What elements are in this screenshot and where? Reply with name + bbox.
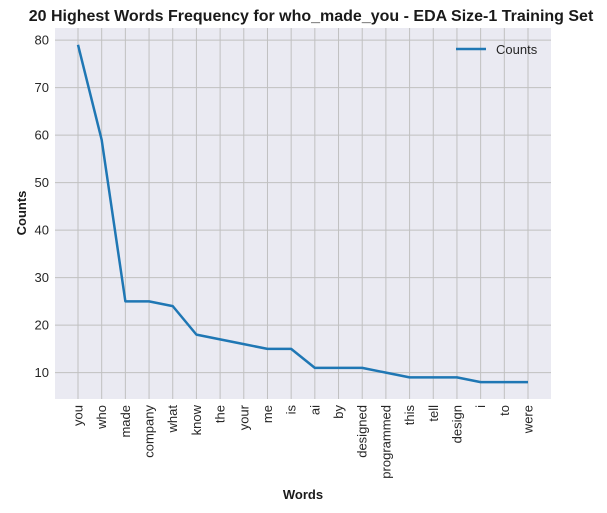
x-tick-label: me	[260, 405, 275, 423]
chart-title: 20 Highest Words Frequency for who_made_…	[29, 8, 594, 25]
y-axis-ticks: 10 20 30 40 50 60 70 80	[35, 33, 49, 381]
x-tick-label: the	[213, 405, 228, 423]
y-axis-label: Counts	[14, 191, 29, 236]
x-tick-label: ai	[307, 405, 322, 415]
y-tick-label: 40	[35, 223, 49, 238]
y-tick-label: 10	[35, 365, 49, 380]
x-tick-label: programmed	[378, 405, 393, 479]
y-tick-label: 70	[35, 80, 49, 95]
y-tick-label: 50	[35, 175, 49, 190]
x-tick-label: designed	[355, 405, 370, 458]
x-tick-label: made	[118, 405, 133, 438]
y-tick-label: 30	[35, 270, 49, 285]
x-tick-label: you	[71, 405, 86, 426]
x-tick-label: this	[402, 405, 417, 426]
x-tick-label: company	[142, 405, 157, 458]
x-tick-label: i	[473, 405, 488, 408]
x-axis-ticks: you who made company what know the your me is ai by…	[71, 404, 536, 478]
y-tick-label: 80	[35, 33, 49, 48]
x-tick-label: what	[165, 405, 180, 434]
x-tick-label: design	[449, 405, 464, 443]
x-axis-label: Words	[283, 487, 323, 502]
plot-area	[55, 28, 551, 399]
y-tick-label: 60	[35, 128, 49, 143]
legend-label: Counts	[496, 42, 538, 57]
x-tick-label: know	[189, 404, 204, 435]
x-tick-label: by	[331, 405, 346, 419]
y-tick-label: 20	[35, 318, 49, 333]
x-tick-label: to	[497, 405, 512, 416]
x-tick-label: your	[236, 404, 251, 430]
x-tick-label: who	[94, 405, 109, 430]
x-tick-label: were	[521, 405, 536, 434]
x-tick-label: tell	[426, 405, 441, 422]
x-tick-label: is	[284, 405, 299, 415]
